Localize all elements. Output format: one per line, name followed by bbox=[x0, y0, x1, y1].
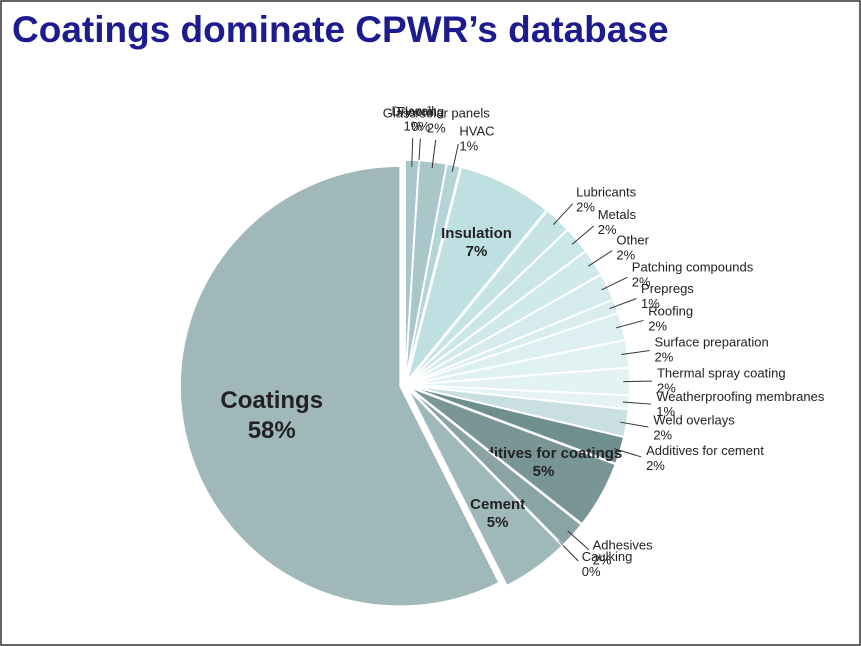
slice-value-label: 2% bbox=[657, 381, 676, 396]
slice-label: Weld overlays bbox=[653, 412, 735, 427]
slice-value-label: 5% bbox=[533, 463, 555, 480]
slice-value-label: 1% bbox=[641, 296, 660, 311]
pie-slice bbox=[179, 165, 501, 607]
slice-value-label: 1% bbox=[459, 138, 478, 153]
slice-value-label: 2% bbox=[646, 458, 665, 473]
slice-label: Roofing bbox=[648, 304, 693, 319]
leader-line bbox=[587, 250, 613, 267]
leader-line bbox=[431, 139, 437, 169]
leader-line bbox=[557, 540, 579, 562]
slice-value-label: 2% bbox=[648, 319, 667, 334]
slice-label: Patching compounds bbox=[632, 260, 754, 275]
slice-value-label: 0% bbox=[582, 564, 601, 579]
slice-label: Additives for cement bbox=[646, 443, 764, 458]
slice-value-label: 2% bbox=[655, 349, 674, 364]
pie-slice bbox=[406, 166, 548, 382]
slice-value-label: 5% bbox=[487, 514, 509, 531]
slice-value-label: 0% bbox=[411, 119, 430, 134]
slice-value-label: 2% bbox=[576, 199, 595, 214]
leader-line bbox=[451, 143, 459, 172]
slice-label: Flooring bbox=[397, 104, 444, 119]
slice-label: Adhesives bbox=[593, 538, 653, 553]
slice-label: Surface preparation bbox=[655, 334, 769, 349]
leader-line bbox=[609, 298, 637, 310]
leader-line bbox=[622, 401, 652, 405]
leader-line bbox=[620, 421, 649, 428]
leader-line bbox=[601, 276, 628, 291]
slice-value-label: 2% bbox=[593, 553, 612, 568]
leader-line bbox=[613, 448, 642, 458]
slice-value-label: 2% bbox=[598, 222, 617, 237]
slice-value-label: 1% bbox=[656, 404, 675, 419]
slice-label: Metals bbox=[598, 207, 637, 222]
slice-label: Prepregs bbox=[641, 281, 694, 296]
slice-label: Cement bbox=[470, 496, 525, 513]
slice-value-label: 58% bbox=[248, 417, 296, 444]
leader-line bbox=[552, 203, 574, 226]
slice-value-label: 2% bbox=[616, 247, 635, 262]
slice-value-label: 2% bbox=[653, 427, 672, 442]
slice-label: Weatherproofing membranes bbox=[656, 389, 825, 404]
slice-label: Lubricants bbox=[576, 184, 636, 199]
slice-value-label: 7% bbox=[466, 243, 488, 260]
chart-title: Coatings dominate CPWR’s database bbox=[12, 9, 669, 50]
slice-label: Drywall bbox=[392, 104, 435, 119]
slice-value-label: 2% bbox=[632, 275, 651, 290]
leader-line bbox=[411, 138, 414, 167]
slice-label: Insulation bbox=[441, 225, 512, 242]
slice-label: Caulking bbox=[582, 549, 633, 564]
slice-value-label: 2% bbox=[427, 120, 446, 135]
leader-line bbox=[615, 319, 644, 329]
slice-value-label: 1% bbox=[403, 119, 422, 134]
slice-label: Coatings bbox=[220, 387, 323, 414]
leader-line bbox=[567, 530, 590, 551]
slice-label: Glass/solar panels bbox=[383, 105, 490, 120]
leader-line bbox=[621, 350, 650, 356]
leader-line bbox=[571, 225, 595, 245]
slice-label: HVAC bbox=[459, 123, 494, 138]
slice-label: Other bbox=[616, 232, 649, 247]
pie-slice bbox=[408, 386, 617, 525]
slice-label: Thermal spray coating bbox=[657, 366, 786, 381]
pie-slice bbox=[407, 388, 564, 587]
slice-label: Additives for coatings bbox=[465, 445, 623, 462]
